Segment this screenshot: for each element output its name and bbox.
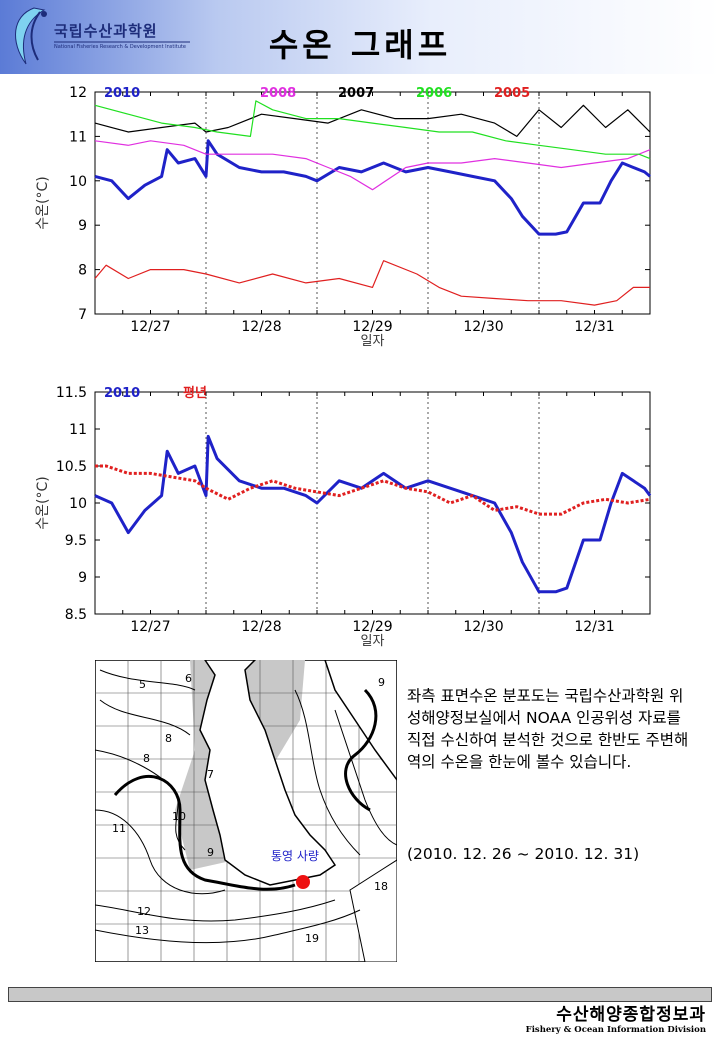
page-title: 수온 그래프 [268, 26, 452, 64]
contour-label: 7 [207, 768, 214, 781]
series-line [94, 139, 651, 236]
station-marker [296, 875, 310, 889]
series-line [94, 104, 651, 138]
sst-distribution-map: 5 6 7 8 8 9 9 10 11 12 13 18 19 통영 사량 [95, 660, 397, 962]
x-tick-label: 12/28 [241, 319, 281, 335]
station-label: 통영 사량 [271, 849, 319, 863]
contour-label: 13 [135, 924, 149, 937]
legend-label: 2006 [416, 86, 452, 101]
plot-area [94, 391, 651, 615]
y-tick-label: 7 [78, 307, 87, 323]
contour-label: 8 [165, 732, 172, 745]
series-line [94, 100, 651, 160]
legend-label: 2010 [104, 386, 140, 401]
legend-label: 2005 [494, 86, 530, 101]
x-tick-label: 12/30 [463, 319, 503, 335]
header-banner: 국립수산과학원 National Fisheries Research & De… [0, 0, 720, 74]
institute-logo [15, 7, 190, 65]
y-axis-label: 수온(°C) [35, 176, 51, 229]
x-tick-label: 12/29 [352, 619, 392, 635]
series-line [95, 464, 651, 516]
y-tick-label: 9 [78, 218, 87, 234]
org-subtitle: National Fisheries Research & Developmen… [54, 44, 186, 50]
x-tick-label: 12/30 [463, 619, 503, 635]
contour-label: 12 [137, 905, 151, 918]
series-line [94, 140, 651, 191]
contour-label: 19 [305, 932, 319, 945]
y-tick-label: 8.5 [65, 607, 87, 623]
x-tick-label: 12/27 [130, 619, 170, 635]
x-tick-label: 12/29 [352, 319, 392, 335]
y-tick-label: 11 [69, 129, 87, 145]
legend-label: 2008 [260, 86, 296, 101]
y-tick-label: 9 [78, 570, 87, 586]
contour-label: 11 [112, 822, 126, 835]
y-tick-label: 10 [69, 174, 87, 190]
legend-label: 2010 [104, 86, 140, 101]
chart-water-temp-years: 7 8 9 10 11 12 12/27 12/28 12/29 12/30 12/31 일자 수온(°… [35, 85, 651, 349]
x-tick-label: 12/28 [241, 619, 281, 635]
y-tick-label: 9.5 [65, 533, 87, 549]
y-tick-label: 8 [78, 263, 87, 279]
contour-label: 9 [207, 846, 214, 859]
x-tick-label: 12/31 [574, 619, 614, 635]
observation-period: (2010. 12. 26 ~ 2010. 12. 31) [407, 845, 640, 863]
x-axis-label: 일자 [361, 334, 385, 349]
x-tick-label: 12/27 [130, 319, 170, 335]
x-tick-label: 12/31 [574, 319, 614, 335]
map-description: 좌측 표면수온 분포도는 국립수산과학원 위성해양정보실에서 NOAA 인공위성… [407, 687, 689, 771]
series-line [94, 260, 650, 306]
contour-label: 8 [143, 752, 150, 765]
y-tick-label: 12 [69, 85, 87, 101]
y-tick-label: 10 [69, 496, 87, 512]
footer-division-name-en: Fishery & Ocean Information Division [525, 1025, 706, 1035]
contour-label: 5 [139, 678, 146, 691]
y-axis-label: 수온(°C) [35, 476, 51, 529]
series-line [94, 434, 652, 594]
contour-label: 9 [378, 676, 385, 689]
x-axis-label: 일자 [361, 634, 385, 649]
footer-division-name: 수산해양종합정보과 [556, 1005, 706, 1025]
y-tick-label: 11 [69, 422, 87, 438]
contour-label: 6 [185, 672, 192, 685]
y-tick-label: 11.5 [56, 385, 87, 401]
chart-water-temp-normal: 8.5 9 9.5 10 10.5 11 11.5 12/27 12/28 12/29 12/30 1… [35, 385, 652, 649]
org-name: 국립수산과학원 [54, 22, 158, 40]
footer-bar [8, 987, 712, 1002]
contour-label: 10 [172, 810, 186, 823]
y-tick-label: 10.5 [56, 459, 87, 475]
legend-label: 평년 [183, 385, 207, 401]
contour-label: 18 [374, 880, 388, 893]
legend-label: 2007 [338, 86, 374, 101]
